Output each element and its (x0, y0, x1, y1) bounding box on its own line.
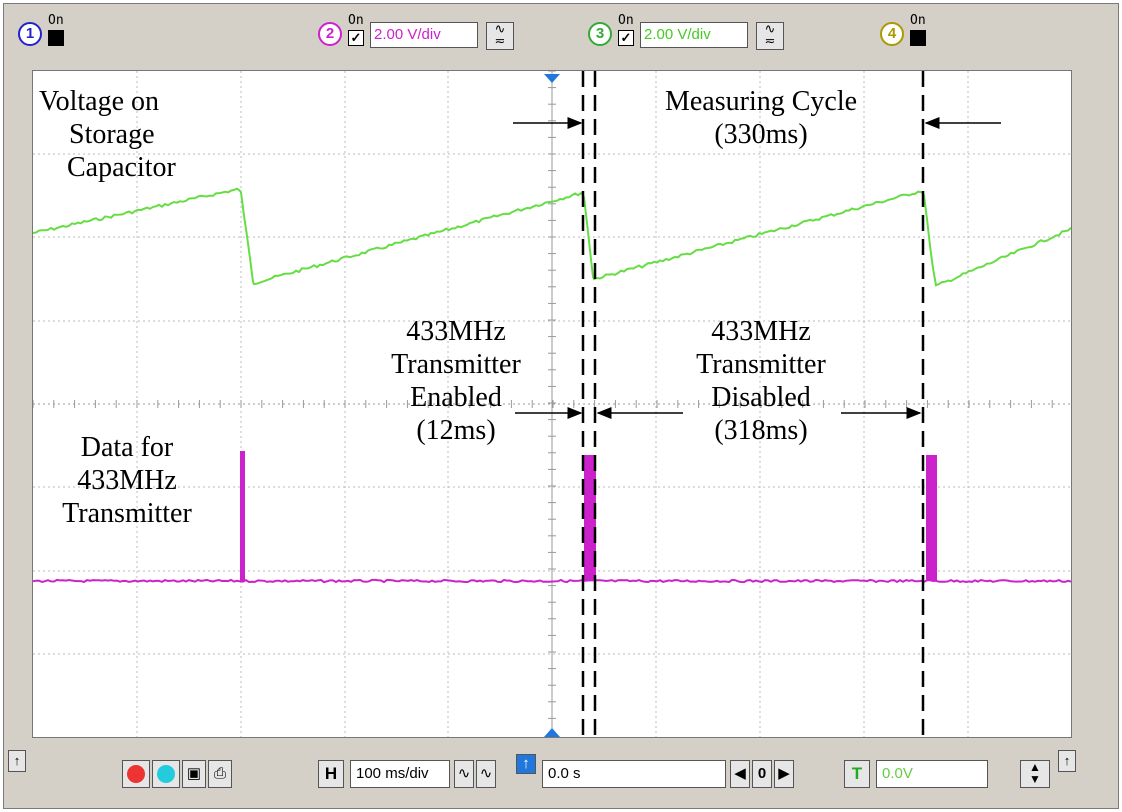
run-button[interactable] (152, 760, 180, 788)
data-signal-trace (33, 578, 1071, 584)
delay-field[interactable]: 0.0 s (542, 760, 726, 788)
trigger-position-marker[interactable] (544, 74, 560, 83)
data-burst-3 (926, 455, 937, 581)
cyan-dot-icon (157, 765, 175, 783)
tx-disabled-line-3: Disabled (711, 382, 811, 413)
printer-icon: ⎙ (213, 765, 226, 782)
trigger-level-field[interactable]: 0.0V (876, 760, 988, 788)
center-axes (33, 71, 1071, 737)
bottom-toolbar: ↑ ▣ ⎙ H 100 ms/div ∿ ∿ ↑ 0.0 s ◀ 0 ▶ (4, 746, 1118, 804)
channel-2-button[interactable]: 2 (318, 22, 342, 46)
coupling-icon: ∿ ≂ (494, 21, 506, 48)
channel-4-button[interactable]: 4 (880, 22, 904, 46)
measuring-cycle-label: Measuring Cycle (330ms) (641, 85, 881, 151)
tx-enabled-label: 433MHz Transmitter Enabled (12ms) (371, 315, 541, 447)
data-label-line-1: Data for (80, 432, 174, 463)
channel-bar: 1 On 2 On ✓ 2.00 V/div ∿ ≂ 3 On ✓ 2.00 V/… (12, 8, 1112, 60)
data-label: Data for 433MHz Transmitter (39, 431, 215, 530)
channel-2-volts-field[interactable]: 2.00 V/div (370, 22, 478, 48)
nav-left-button[interactable]: ◀ (730, 760, 750, 788)
arrow-up-icon: ↑ (1063, 753, 1071, 768)
tx-enabled-line-1: 433MHz (406, 316, 506, 347)
wave-small-icon: ∿ (457, 765, 471, 782)
tx-disabled-label: 433MHz Transmitter Disabled (318ms) (671, 315, 851, 447)
channel-3-volts-field[interactable]: 2.00 V/div (640, 22, 748, 48)
data-burst-1 (240, 451, 245, 581)
delay-marker[interactable] (544, 728, 560, 737)
channel-4-on-checkbox[interactable] (910, 30, 926, 46)
wave-icon: ∿ (479, 765, 493, 782)
triangle-left-icon: ◀ (734, 765, 746, 782)
voltage-label: Voltage on Storage Capacitor (39, 85, 176, 184)
fine-adjust-button[interactable]: ∿ (454, 760, 474, 788)
channel-1-on-checkbox[interactable] (48, 30, 64, 46)
expand-right-button[interactable]: ↑ (1058, 750, 1076, 772)
coupling-icon: ∿ ≂ (764, 21, 776, 48)
arrow-up-icon: ↑ (13, 753, 21, 768)
data-label-line-2: 433MHz (77, 465, 177, 496)
channel-2-coupling-button[interactable]: ∿ ≂ (486, 22, 514, 50)
tx-enabled-line-3: Enabled (410, 382, 502, 413)
tx-enabled-line-2: Transmitter (391, 349, 521, 380)
print-button[interactable]: ⎙ (208, 760, 232, 788)
coarse-adjust-button[interactable]: ∿ (476, 760, 496, 788)
screenshot-button[interactable]: ▣ (182, 760, 206, 788)
oscilloscope-window: 1 On 2 On ✓ 2.00 V/div ∿ ≂ 3 On ✓ 2.00 V/… (3, 3, 1119, 809)
stepper-icon: ▲ ▼ (1029, 760, 1041, 786)
record-button[interactable] (122, 760, 150, 788)
channel-4-on-label: On (910, 13, 926, 28)
arrow-up-icon: ↑ (522, 755, 530, 772)
voltage-label-line-1: Voltage on (39, 86, 160, 117)
triangle-right-icon: ▶ (778, 765, 790, 782)
channel-3-on-label: On (618, 13, 634, 28)
time-per-div-field[interactable]: 100 ms/div (350, 760, 450, 788)
timing-markers (581, 71, 925, 737)
scope-graticule (33, 71, 1071, 737)
grid-horizontal (33, 153, 1071, 655)
voltage-label-line-2: Storage (69, 119, 155, 150)
voltage-label-line-3: Capacitor (67, 152, 176, 183)
annotation-arrows (513, 117, 1001, 419)
scope-display[interactable]: Voltage on Storage Capacitor Measuring C… (32, 70, 1072, 738)
grid-vertical (136, 71, 969, 737)
horizontal-button[interactable]: H (318, 760, 344, 788)
nav-right-button[interactable]: ▶ (774, 760, 794, 788)
tx-enabled-line-4: (12ms) (416, 415, 496, 446)
capacitor-voltage-trace (33, 187, 1071, 287)
channel-3-on-checkbox[interactable]: ✓ (618, 30, 634, 46)
channel-2-on-checkbox[interactable]: ✓ (348, 30, 364, 46)
expand-left-button[interactable]: ↑ (8, 750, 26, 772)
trigger-button[interactable]: T (844, 760, 870, 788)
channel-2-on-label: On (348, 13, 364, 28)
channel-3-coupling-button[interactable]: ∿ ≂ (756, 22, 784, 50)
measuring-cycle-line-2: (330ms) (714, 119, 808, 150)
tx-disabled-line-2: Transmitter (696, 349, 826, 380)
red-dot-icon (127, 765, 145, 783)
trigger-level-stepper[interactable]: ▲ ▼ (1020, 760, 1050, 788)
data-bursts (240, 451, 937, 581)
measuring-cycle-line-1: Measuring Cycle (664, 86, 858, 117)
tx-disabled-line-4: (318ms) (714, 415, 808, 446)
channel-3-button[interactable]: 3 (588, 22, 612, 46)
channel-1-on-label: On (48, 13, 64, 28)
data-label-line-3: Transmitter (62, 498, 192, 529)
data-burst-2 (584, 455, 596, 581)
image-icon: ▣ (186, 765, 202, 782)
tx-disabled-line-1: 433MHz (711, 316, 811, 347)
nav-center-button[interactable]: 0 (752, 760, 772, 788)
delay-marker-button[interactable]: ↑ (516, 754, 536, 774)
channel-1-button[interactable]: 1 (18, 22, 42, 46)
